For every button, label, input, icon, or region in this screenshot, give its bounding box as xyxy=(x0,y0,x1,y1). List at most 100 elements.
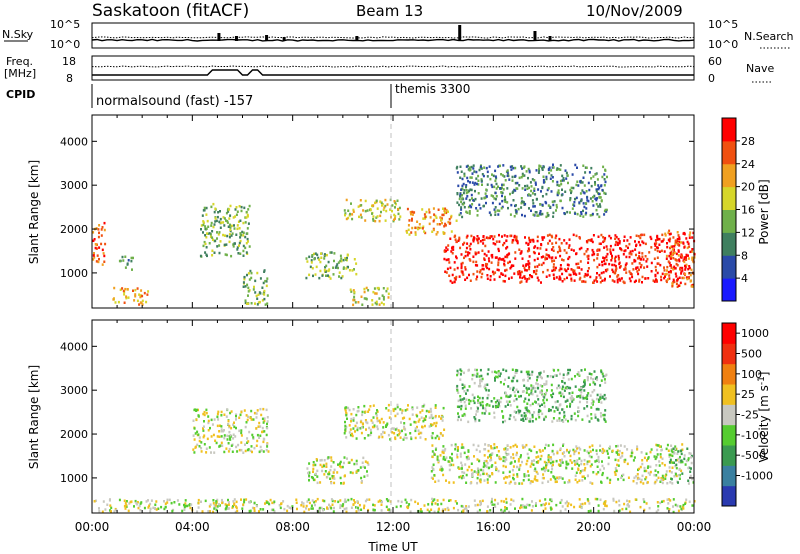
echo-cell xyxy=(660,249,663,253)
echo-cell xyxy=(538,252,540,255)
echo-cell xyxy=(350,497,353,501)
echo-cell xyxy=(95,247,98,250)
echo-cell xyxy=(587,181,590,185)
echo-cell xyxy=(476,239,479,242)
echo-cell xyxy=(477,384,480,388)
echo-cell xyxy=(407,404,409,407)
echo-cell xyxy=(484,192,487,195)
nsky-spikes xyxy=(217,25,552,41)
echo-cell xyxy=(539,409,542,413)
echo-cell xyxy=(533,187,536,190)
echo-cell xyxy=(218,231,221,234)
echo-cell xyxy=(201,214,204,217)
echo-cell xyxy=(209,503,212,506)
echo-cell xyxy=(533,214,536,217)
echo-cell xyxy=(688,266,691,270)
echo-cell xyxy=(478,450,481,453)
echo-cell xyxy=(329,468,332,472)
echo-cell xyxy=(398,433,401,436)
echo-cell xyxy=(265,433,268,437)
echo-cell xyxy=(552,163,554,166)
echo-cell xyxy=(499,164,501,168)
echo-cell xyxy=(526,184,529,188)
echo-cell xyxy=(261,417,264,421)
echo-cell xyxy=(473,373,476,377)
echo-cell xyxy=(500,272,503,275)
echo-cell xyxy=(483,196,486,200)
echo-cell xyxy=(460,206,463,209)
echo-cell xyxy=(406,408,409,411)
echo-cell xyxy=(504,198,507,201)
echo-cell xyxy=(447,244,450,247)
echo-cell xyxy=(217,233,220,236)
echo-cell xyxy=(644,242,647,246)
echo-cell xyxy=(649,450,652,454)
echo-cell xyxy=(601,175,604,179)
echo-cell xyxy=(598,186,601,189)
echo-cell xyxy=(596,197,598,200)
echo-cell xyxy=(414,429,417,433)
echo-cell xyxy=(353,291,356,294)
echo-cell xyxy=(423,504,426,507)
echo-cell xyxy=(497,249,500,253)
echo-cell xyxy=(693,253,696,256)
echo-cell xyxy=(468,244,471,248)
echo-cell xyxy=(526,249,529,253)
echo-cell xyxy=(212,225,215,229)
echo-cell xyxy=(618,240,621,243)
echo-cell xyxy=(360,426,363,429)
echo-cell xyxy=(603,239,606,243)
colorbar-swatch xyxy=(722,255,736,279)
echo-cell xyxy=(227,225,230,228)
echo-cell xyxy=(457,184,460,188)
echo-cell xyxy=(141,294,144,298)
echo-cell xyxy=(528,265,531,268)
echo-cell xyxy=(372,503,375,507)
echo-cell xyxy=(494,213,497,216)
echo-cell xyxy=(155,500,158,503)
echo-cell xyxy=(138,504,141,508)
echo-cell xyxy=(615,267,618,270)
echo-cell xyxy=(236,246,239,249)
echo-cell xyxy=(566,210,569,214)
echo-cell xyxy=(564,501,567,505)
echo-cell xyxy=(628,252,631,255)
echo-cell xyxy=(506,245,509,249)
echo-cell xyxy=(378,219,381,223)
echo-cell xyxy=(494,169,497,173)
echo-cell xyxy=(520,201,523,205)
echo-cell xyxy=(590,238,593,241)
echo-cell xyxy=(319,269,322,273)
echo-cell xyxy=(244,425,247,429)
echo-cell xyxy=(228,235,231,239)
echo-cell xyxy=(676,504,679,508)
echo-cell xyxy=(637,468,639,472)
echo-cell xyxy=(533,411,536,414)
echo-cell xyxy=(465,165,468,168)
echo-cell xyxy=(202,412,205,416)
echo-cell xyxy=(592,400,595,403)
echo-cell xyxy=(242,234,245,237)
echo-cell xyxy=(503,447,506,451)
echo-cell xyxy=(468,169,471,172)
velocity-ylabel: Slant Range [km] xyxy=(27,365,41,469)
echo-cell xyxy=(548,239,551,243)
echo-cell xyxy=(522,166,525,169)
echo-cell xyxy=(584,280,587,284)
echo-cell xyxy=(390,417,392,420)
echo-cell xyxy=(372,204,375,207)
echo-cell xyxy=(434,448,437,451)
echo-cell xyxy=(487,466,490,470)
echo-cell xyxy=(668,233,671,236)
echo-cell xyxy=(681,448,684,451)
echo-cell xyxy=(357,409,360,413)
echo-cell xyxy=(301,501,303,504)
echo-cell xyxy=(670,448,673,451)
echo-cell xyxy=(429,216,432,219)
echo-cell xyxy=(323,257,326,260)
echo-cell xyxy=(664,232,667,236)
echo-cell xyxy=(333,481,336,485)
echo-cell xyxy=(511,241,514,244)
echo-cell xyxy=(321,469,324,473)
echo-cell xyxy=(333,259,335,263)
